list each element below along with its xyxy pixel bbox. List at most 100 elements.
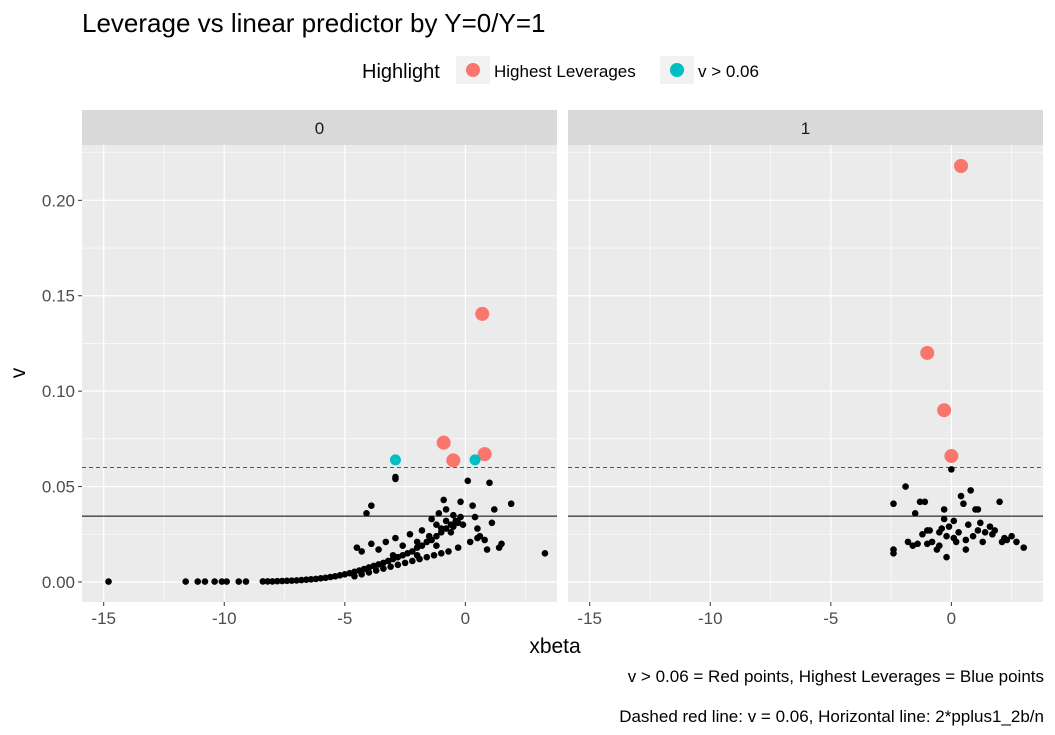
data-point: [974, 506, 982, 513]
data-point: [442, 525, 450, 532]
data-point: [433, 532, 440, 540]
data-point: [955, 529, 962, 536]
data-point: [425, 532, 433, 540]
data-point: [392, 473, 399, 481]
highest-leverage-point: [446, 453, 461, 468]
facet-panel-1: 1 -15 -10 -5 0: [568, 110, 1043, 628]
data-point: [223, 578, 230, 585]
data-point: [996, 498, 1003, 506]
caption-1: v > 0.06 = Red points, Highest Leverages…: [628, 667, 1044, 686]
data-point: [981, 529, 989, 536]
data-point: [392, 534, 399, 542]
data-point: [491, 506, 498, 513]
y-tick-label: 0.15: [42, 287, 75, 306]
facet-strip-label: 0: [315, 119, 324, 138]
data-point: [409, 548, 416, 555]
data-point: [382, 538, 390, 546]
data-point: [902, 483, 909, 490]
data-point: [194, 578, 202, 585]
y-axis-label: v: [7, 367, 30, 378]
data-point: [302, 576, 310, 583]
data-point: [298, 576, 305, 584]
data-point: [950, 517, 958, 525]
data-point: [967, 487, 974, 494]
data-point: [459, 521, 467, 529]
chart-title: Leverage vs linear predictor by Y=0/Y=1: [82, 8, 545, 38]
data-point: [278, 577, 286, 585]
data-point: [235, 578, 243, 585]
data-point: [312, 575, 320, 583]
data-point: [201, 578, 209, 585]
x-tick-label: -15: [577, 609, 602, 628]
x-tick-label: 0: [461, 609, 470, 628]
data-point: [409, 557, 416, 565]
data-point: [413, 551, 421, 559]
y-tick-label: 0.05: [42, 478, 75, 497]
data-point: [264, 578, 271, 585]
data-point: [890, 550, 897, 557]
legend-key-highest-leverages: [466, 63, 480, 77]
data-point: [428, 515, 435, 523]
y-tick-label: 0.00: [42, 573, 75, 592]
data-point: [450, 511, 457, 519]
data-point: [413, 538, 421, 546]
data-point: [974, 527, 982, 534]
panel-background: [568, 145, 1043, 602]
data-point: [507, 500, 515, 508]
data-point: [957, 492, 965, 500]
facet-strip-0: [82, 110, 557, 145]
data-point: [991, 527, 999, 534]
data-point: [389, 551, 397, 559]
data-point: [399, 542, 406, 550]
data-point: [464, 477, 472, 485]
data-point: [498, 540, 505, 548]
data-point: [936, 542, 943, 550]
highest-leverage-point: [937, 403, 952, 418]
data-point: [365, 569, 373, 576]
data-point: [401, 559, 409, 567]
data-point: [387, 563, 394, 570]
data-point: [372, 567, 380, 574]
data-point: [358, 548, 365, 555]
highest-leverage-point: [436, 435, 451, 450]
data-point: [358, 571, 365, 578]
data-point: [979, 538, 987, 546]
highest-leverage-point: [475, 306, 490, 321]
x-tick-label: -10: [212, 609, 237, 628]
data-point: [274, 577, 281, 585]
data-point: [914, 540, 921, 548]
y-tick-label: 0.20: [42, 191, 75, 210]
data-point: [471, 513, 479, 521]
data-point: [919, 530, 926, 538]
data-point: [488, 519, 496, 527]
facet-panel-0: 0 -15 -10 -5 0 0.00 0.05 0.10 0.15 0.20: [42, 110, 557, 628]
data-point: [943, 553, 950, 561]
data-point: [474, 534, 481, 542]
data-point: [960, 500, 967, 508]
v-gt-point: [469, 454, 481, 466]
legend-key-v-gt: [670, 63, 684, 77]
highest-leverage-point: [920, 345, 935, 360]
data-point: [474, 525, 481, 532]
data-point: [962, 536, 970, 544]
x-tick-label: 0: [947, 609, 956, 628]
data-point: [353, 544, 361, 551]
legend-label-highest-leverages: Highest Leverages: [494, 62, 636, 81]
data-point: [1003, 536, 1011, 544]
data-point: [259, 578, 267, 585]
data-point: [288, 577, 296, 584]
x-tick-label: -10: [698, 609, 723, 628]
data-point: [433, 521, 440, 529]
data-point: [430, 551, 438, 559]
panel-background: [82, 145, 557, 602]
data-point: [928, 538, 936, 546]
caption-2: Dashed red line: v = 0.06, Horizontal li…: [619, 707, 1044, 726]
data-point: [890, 500, 897, 508]
data-point: [940, 515, 948, 523]
data-point: [977, 519, 984, 527]
data-point: [269, 578, 276, 585]
data-point: [423, 553, 431, 561]
data-point: [916, 498, 924, 506]
data-point: [368, 502, 375, 509]
